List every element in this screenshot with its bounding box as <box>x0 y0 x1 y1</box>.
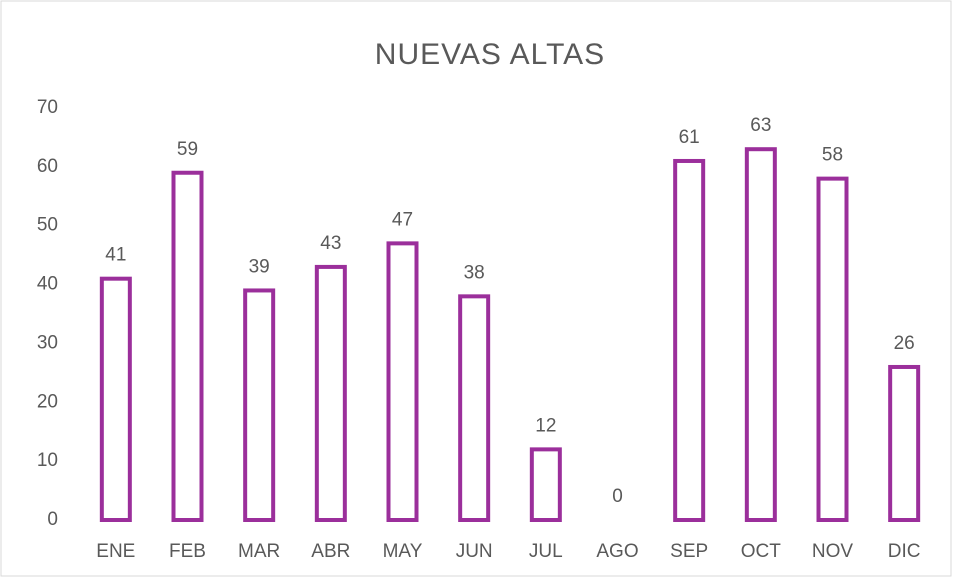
data-label: 41 <box>105 245 126 266</box>
data-label: 26 <box>894 333 915 354</box>
bar <box>171 170 204 522</box>
x-tick-label: AGO <box>596 541 638 562</box>
y-tick-label: 10 <box>37 450 58 471</box>
bar <box>458 294 491 523</box>
bar <box>744 147 777 522</box>
chart-title: NUEVAS ALTAS <box>375 38 605 71</box>
y-tick-label: 70 <box>37 97 58 118</box>
y-tick-label: 50 <box>37 215 58 236</box>
bar <box>386 241 419 522</box>
bar <box>529 447 562 522</box>
data-label: 61 <box>679 127 700 148</box>
data-label: 39 <box>249 256 270 277</box>
bar <box>99 276 132 522</box>
x-tick-label: OCT <box>741 541 782 562</box>
y-tick-label: 20 <box>37 391 58 412</box>
x-tick-label: ENE <box>96 541 135 562</box>
bar <box>888 364 921 522</box>
x-tick-label: DIC <box>888 541 921 562</box>
x-tick-label: NOV <box>812 541 854 562</box>
y-tick-label: 0 <box>47 509 58 530</box>
y-tick-label: 30 <box>37 332 58 353</box>
data-label: 63 <box>750 115 771 136</box>
data-label: 58 <box>822 145 843 166</box>
y-tick-label: 60 <box>37 156 58 177</box>
data-label: 12 <box>535 415 556 436</box>
bar <box>314 264 347 522</box>
bar <box>243 288 276 523</box>
data-label: 59 <box>177 139 198 160</box>
data-label: 0 <box>612 486 623 507</box>
x-tick-label: JUL <box>529 541 563 562</box>
x-tick-label: MAY <box>383 541 423 562</box>
bar <box>673 158 706 522</box>
bar <box>816 176 849 522</box>
x-tick-label: ABR <box>311 541 350 562</box>
x-tick-label: MAR <box>238 541 280 562</box>
x-tick-label: SEP <box>670 541 708 562</box>
data-label: 38 <box>464 262 485 283</box>
data-label: 43 <box>320 233 341 254</box>
x-tick-label: FEB <box>169 541 206 562</box>
x-tick-label: JUN <box>456 541 493 562</box>
data-label: 47 <box>392 209 413 230</box>
y-tick-label: 40 <box>37 274 58 295</box>
